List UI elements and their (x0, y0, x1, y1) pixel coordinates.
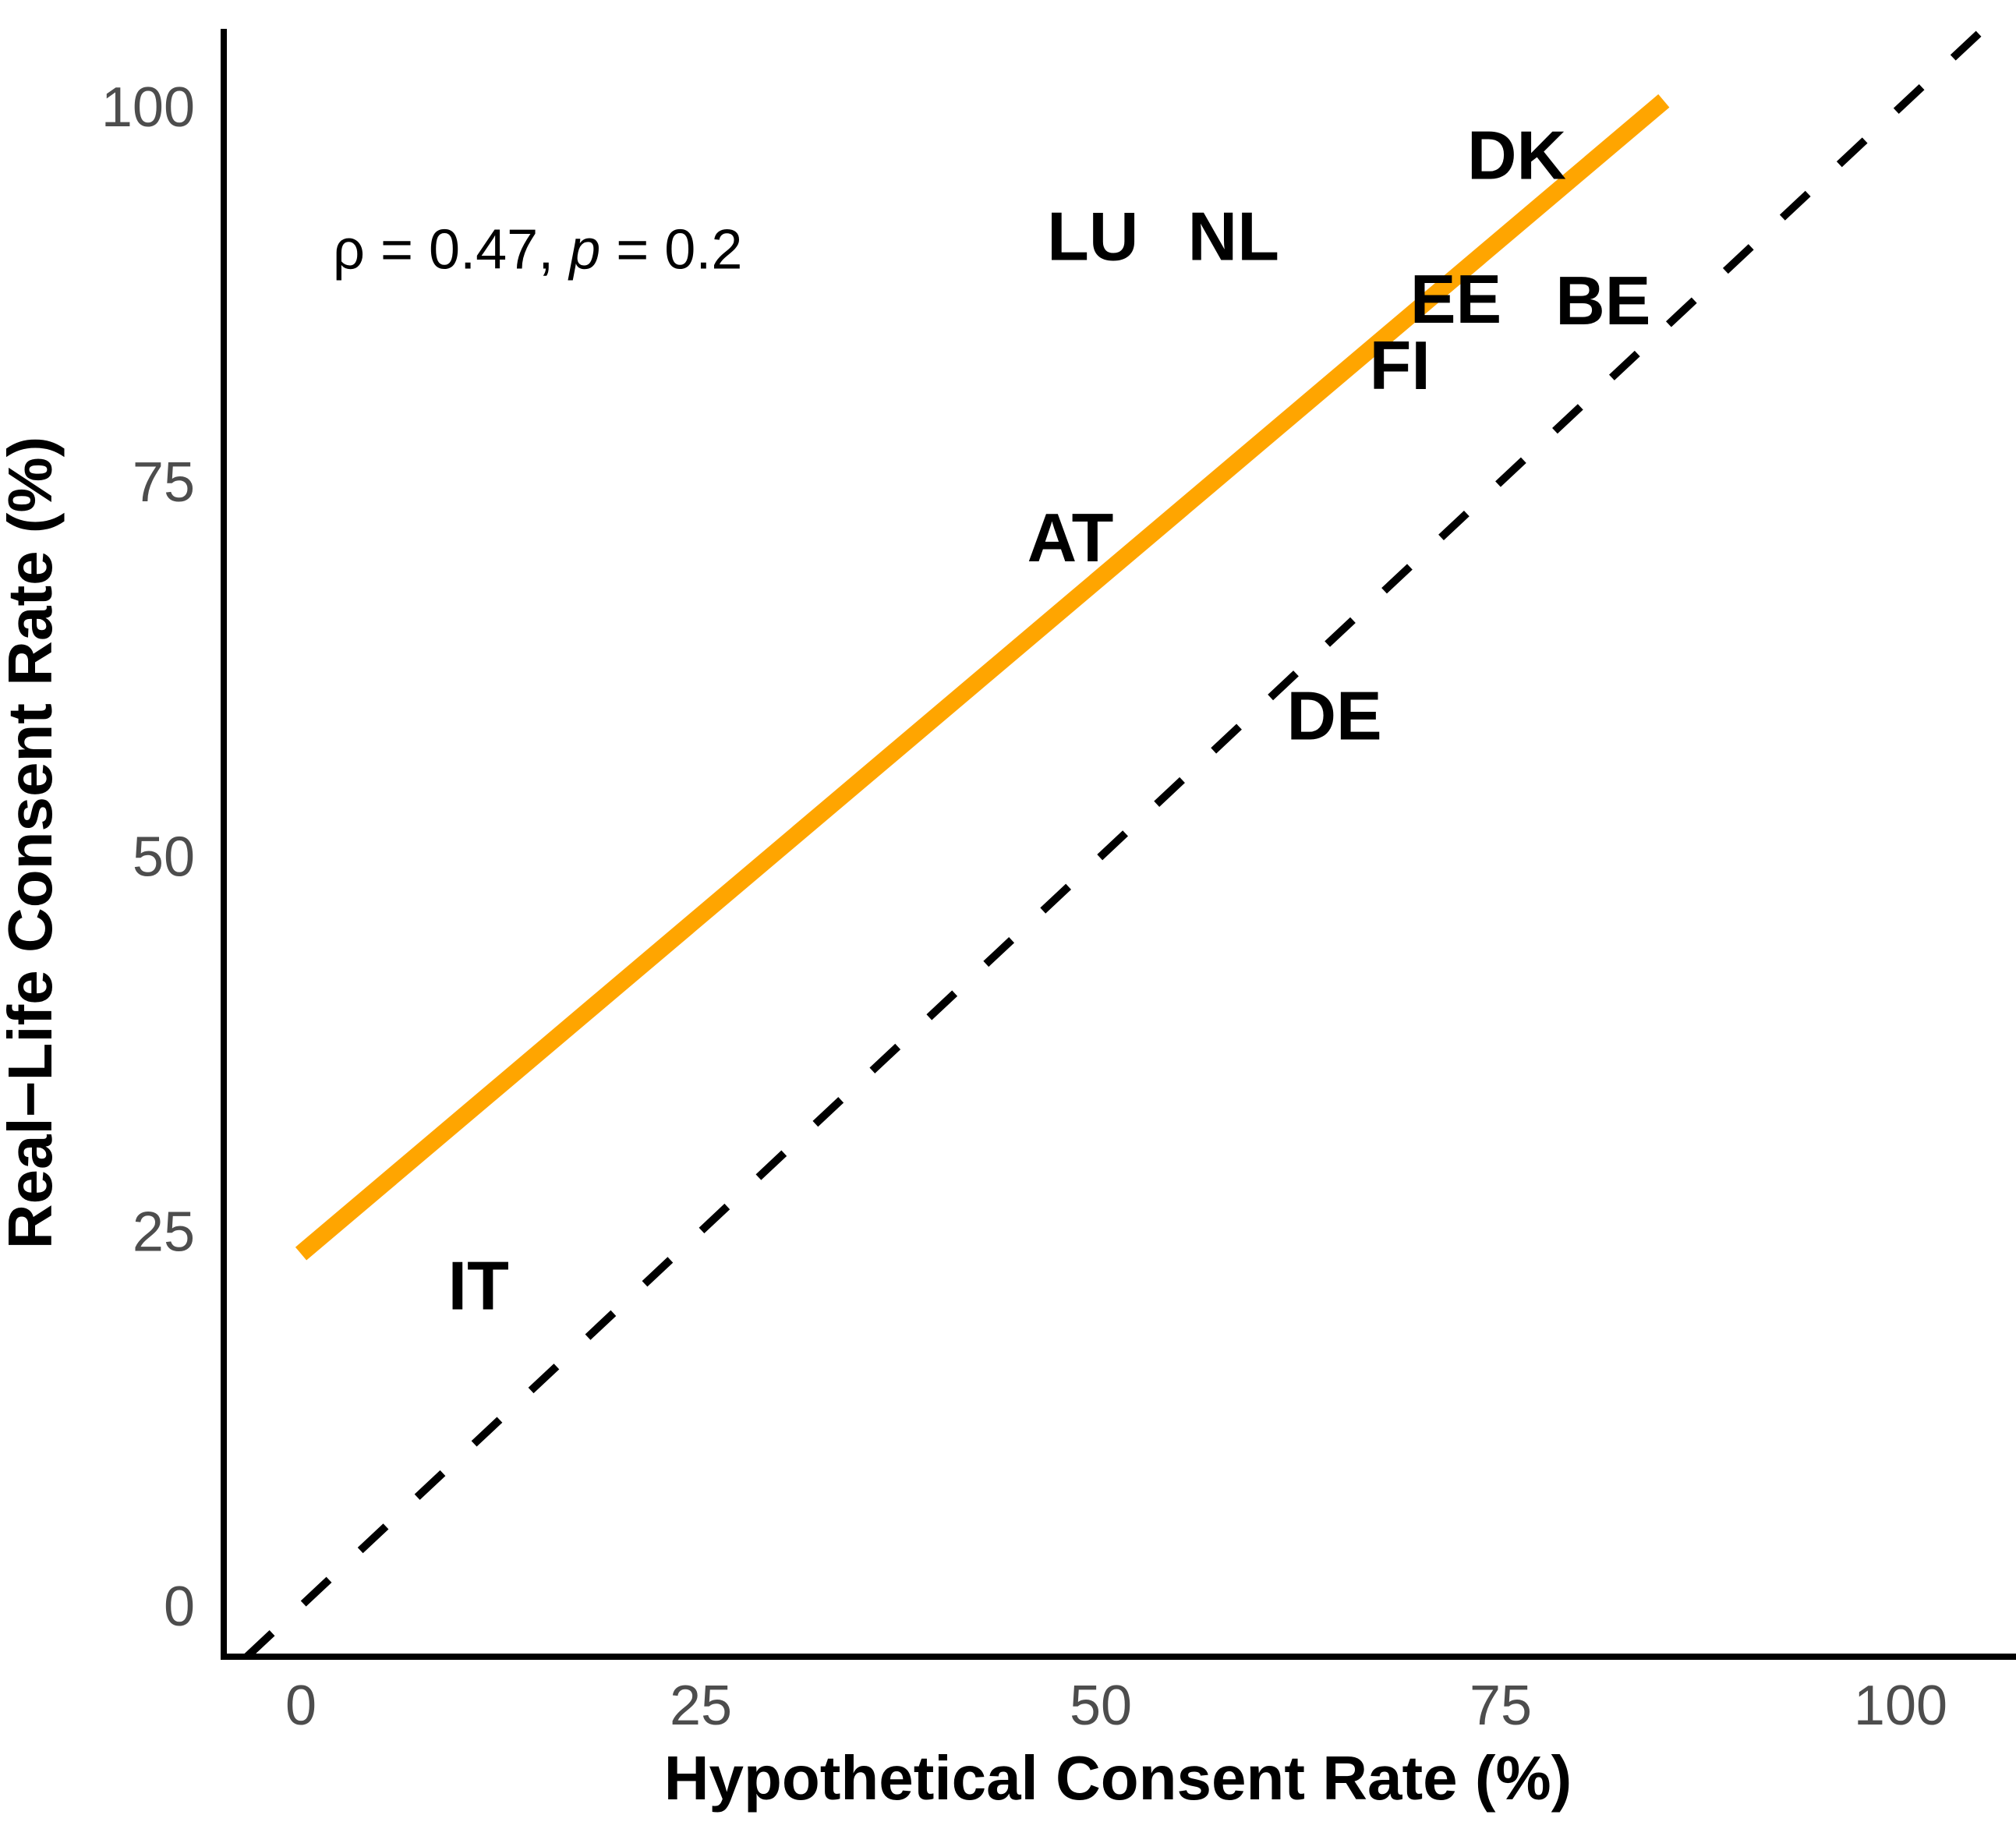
y-tick-label: 25 (133, 1201, 195, 1263)
annotation-text-segment: ρ (333, 219, 365, 281)
country-label-AT: AT (1027, 499, 1114, 576)
country-label-DE: DE (1286, 677, 1381, 755)
country-label-LU: LU (1047, 197, 1138, 274)
x-tick-label: 0 (285, 1675, 317, 1737)
country-label-IT: IT (448, 1247, 509, 1324)
correlation-annotation: ρ = 0.47, p = 0.2 (333, 219, 742, 281)
x-tick-label: 25 (670, 1675, 732, 1737)
trend-line (295, 94, 1670, 1261)
x-tick-label: 50 (1070, 1675, 1132, 1737)
y-tick-label: 100 (101, 76, 195, 139)
country-labels-layer: DK LU NL EE BE FI AT DE IT (448, 117, 1651, 1325)
y-tick-label: 50 (133, 826, 195, 889)
x-tick-label: 75 (1470, 1675, 1532, 1737)
y-axis-title: Real−Life Consent Rate (%) (0, 437, 65, 1249)
y-tick-label: 0 (164, 1576, 195, 1638)
annotation-layer: ρ = 0.47, p = 0.2 (333, 219, 742, 281)
country-label-EE: EE (1410, 260, 1501, 338)
y-tick-label: 75 (133, 451, 195, 514)
axes-layer (221, 29, 2016, 1660)
annotation-text-segment: = 0.47, (365, 219, 569, 281)
identity-dashed-line (243, 26, 1987, 1661)
country-label-DK: DK (1467, 117, 1566, 194)
x-tick-label: 100 (1854, 1675, 1947, 1737)
reference-lines-layer (243, 26, 1987, 1661)
country-label-FI: FI (1370, 327, 1431, 404)
annotation-pvalue-symbol: p (568, 219, 600, 281)
annotation-text-segment: = 0.2 (600, 219, 742, 281)
tick-labels-layer: 0 25 50 75 100 0 25 50 75 100 (101, 76, 1947, 1737)
country-label-NL: NL (1188, 197, 1279, 274)
x-axis-title: Hypothetical Consent Rate (%) (664, 1743, 1572, 1813)
country-label-BE: BE (1555, 262, 1650, 339)
